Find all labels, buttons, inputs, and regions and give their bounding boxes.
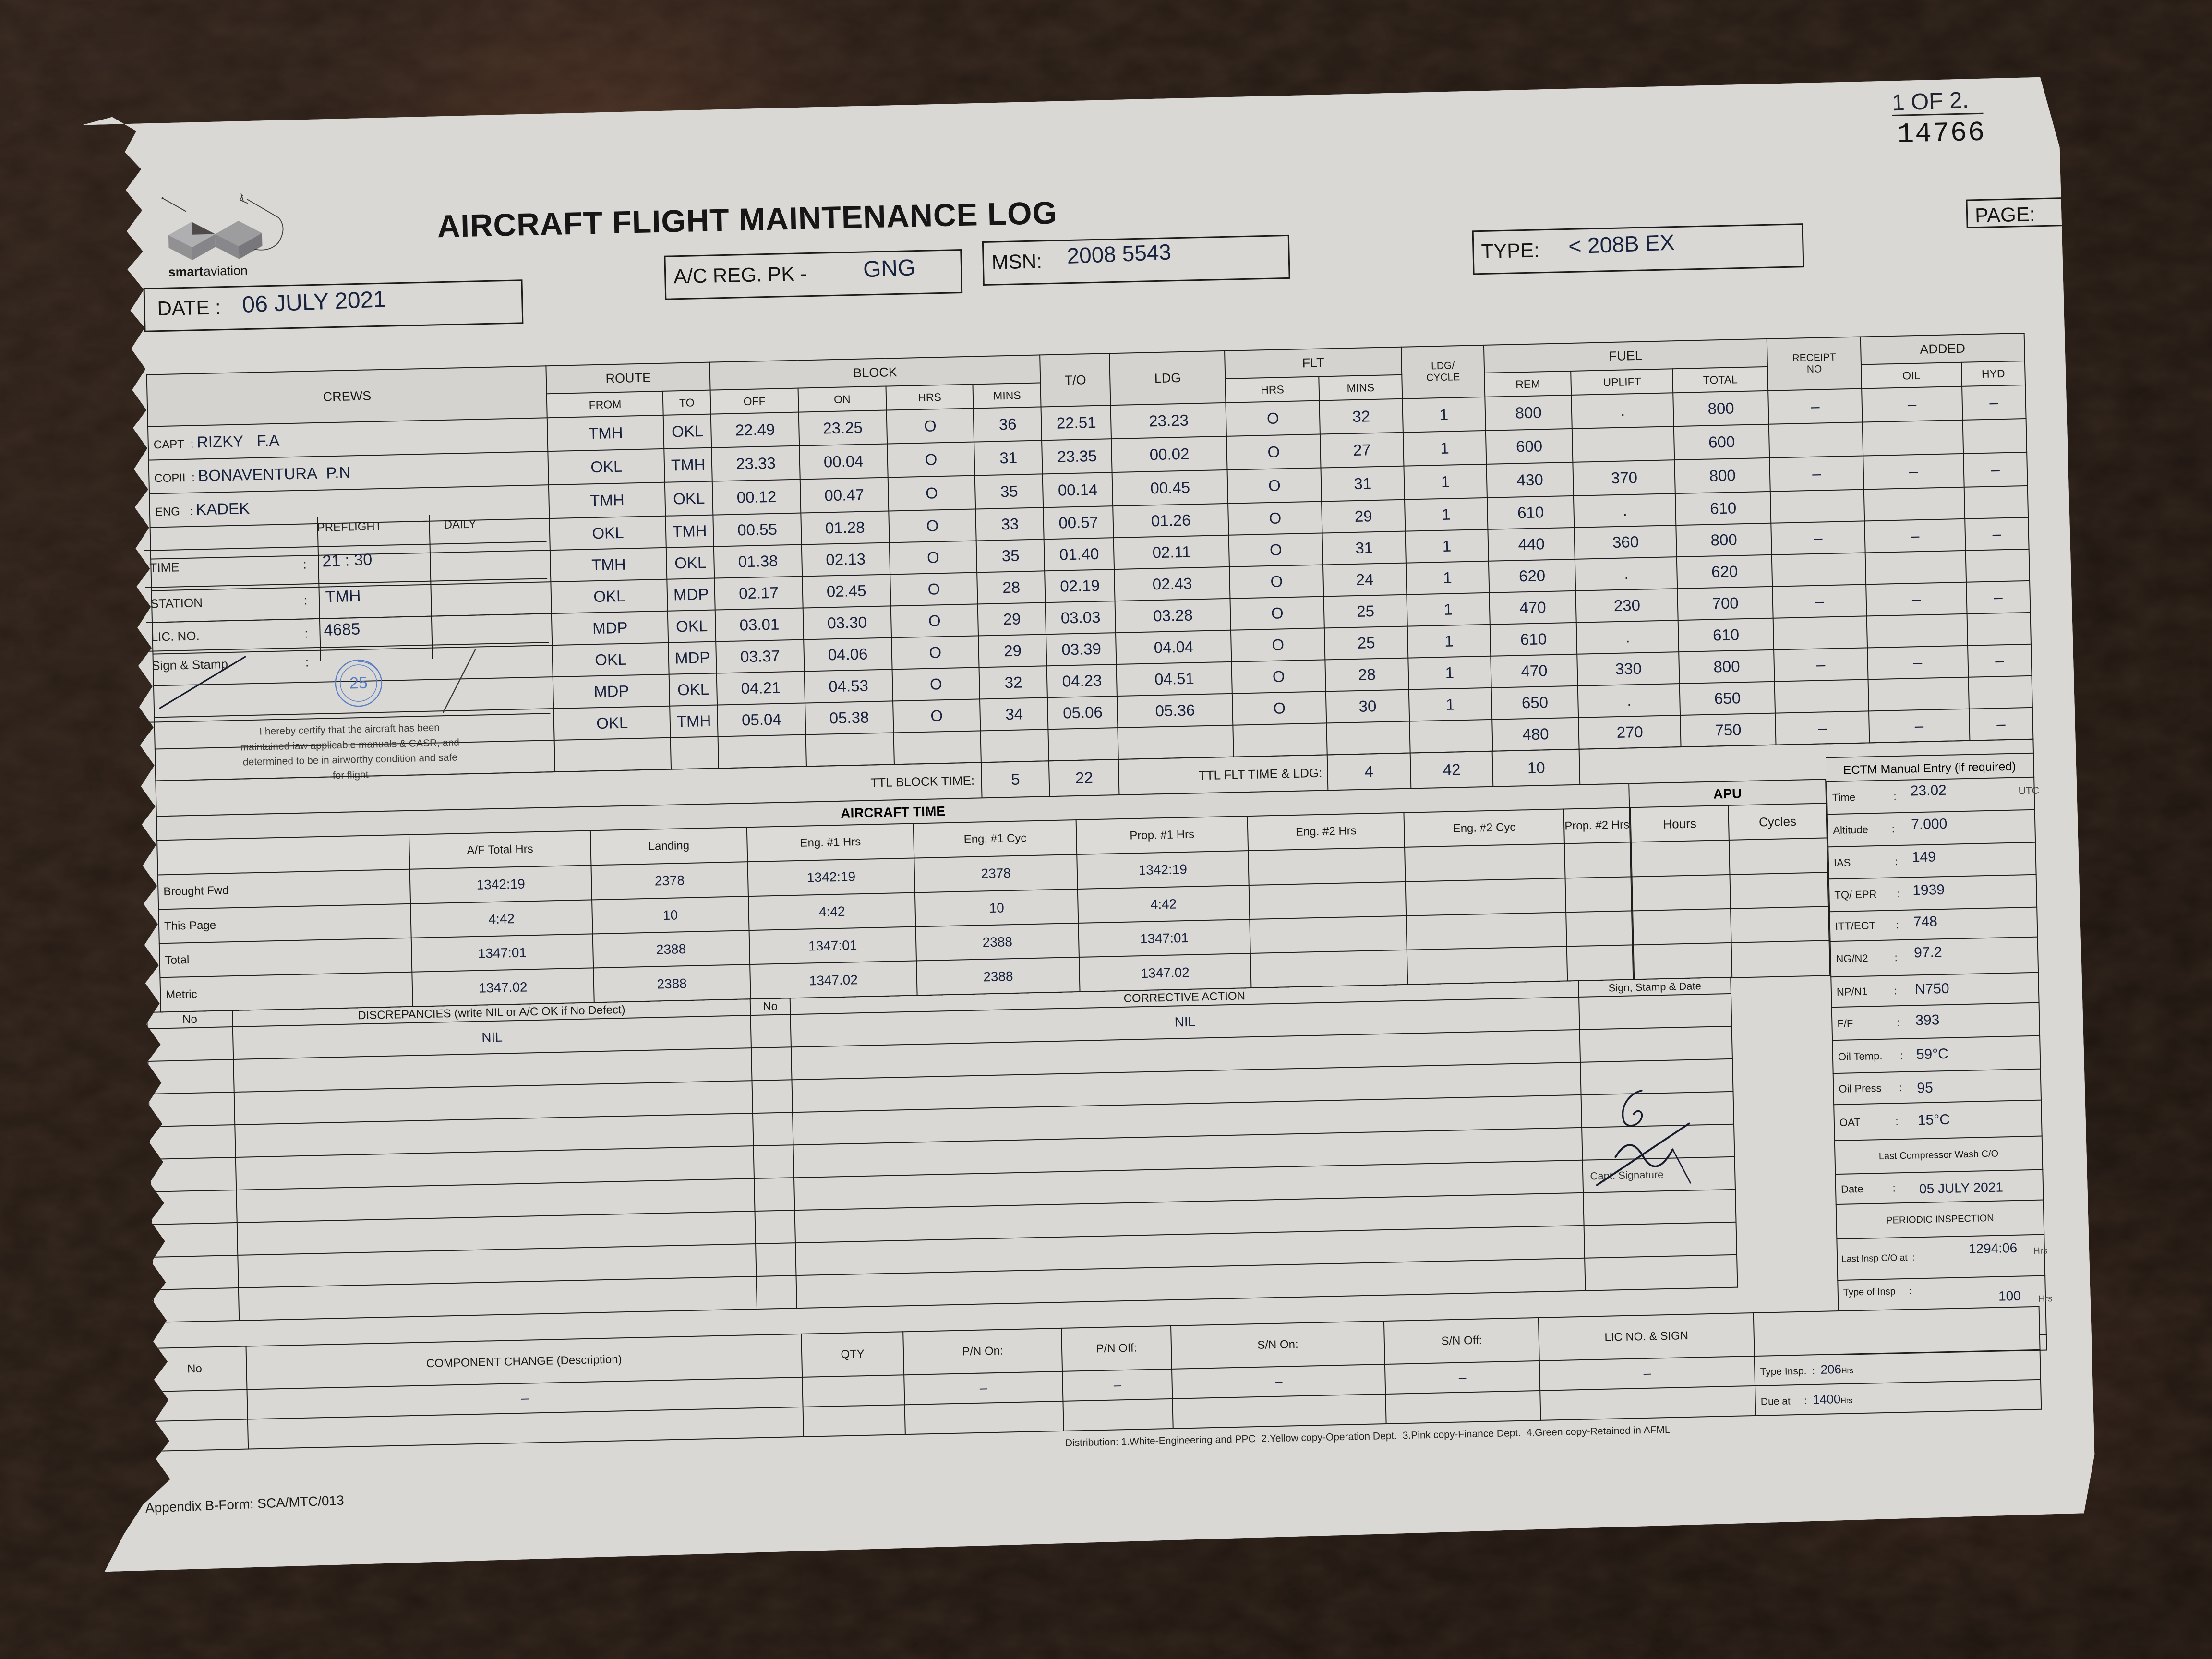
svg-text:smartaviation: smartaviation bbox=[168, 263, 248, 279]
